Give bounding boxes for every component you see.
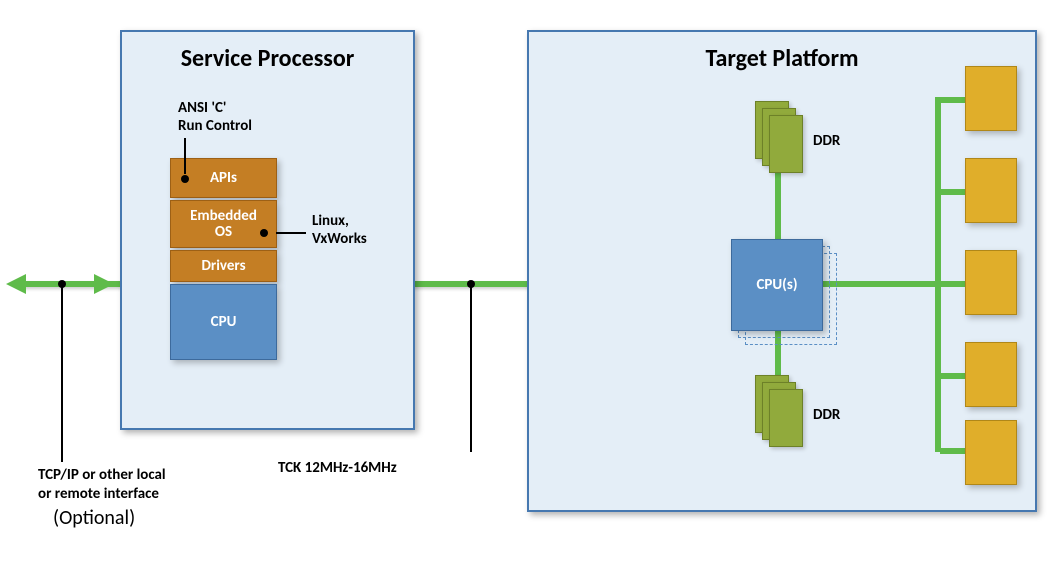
arrow-left-icon [6, 274, 26, 294]
cpu-label: CPU [211, 313, 237, 331]
os-bullet [260, 229, 268, 237]
ansi-label: ANSI 'C' Run Control [178, 99, 252, 135]
tck-label: TCK 12MHz-16MHz [278, 459, 397, 477]
target-cpu-label: CPU(s) [756, 276, 797, 294]
os-box: EmbeddedOS [170, 200, 277, 248]
tck-connector [470, 287, 472, 452]
ddr-bot-layer1 [769, 389, 803, 447]
service-processor-title: Service Processor [122, 32, 413, 73]
yellow-box-5 [965, 420, 1017, 485]
apis-box: APIs [170, 158, 277, 198]
diagram-container: { "panels": { "service": { "title": "Ser… [0, 0, 1057, 567]
os-label: EmbeddedOS [190, 208, 257, 241]
apis-bullet [181, 175, 189, 183]
target-cpu-box: CPU(s) [731, 239, 823, 331]
yellow-box-4 [965, 342, 1017, 407]
tcpip-label: TCP/IP or other local or remote interfac… [38, 466, 166, 531]
ddr-bot-label: DDR [813, 406, 840, 424]
linux-connector [276, 232, 306, 234]
ansi-connector [184, 138, 186, 174]
tcpip-connector [61, 287, 63, 462]
yellow-box-2 [965, 158, 1017, 223]
ddr-top-label: DDR [813, 132, 840, 150]
yellow-box-1 [965, 66, 1017, 131]
yellow-box-3 [965, 250, 1017, 315]
bus-line-right-vertical [935, 97, 941, 452]
drivers-label: Drivers [201, 257, 245, 275]
ddr-top-layer1 [769, 115, 803, 173]
apis-label: APIs [210, 169, 237, 187]
bus-line-cpu-right [820, 281, 940, 287]
arrow-right-icon [94, 274, 114, 294]
linux-label: Linux, VxWorks [312, 212, 367, 248]
drivers-box: Drivers [170, 250, 277, 282]
target-platform-title: Target Platform [529, 32, 1035, 73]
cpu-box: CPU [170, 284, 277, 360]
